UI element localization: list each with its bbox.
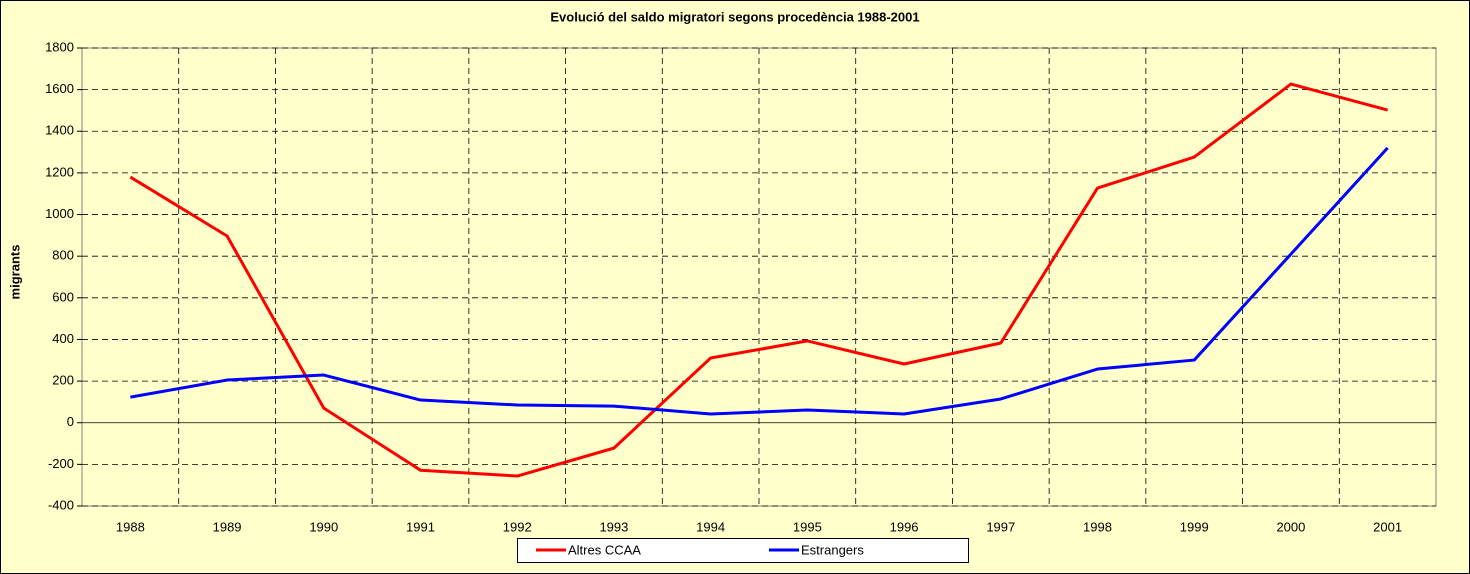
y-tick-label: -400 — [48, 497, 74, 512]
x-tick-label: 1999 — [1180, 519, 1209, 534]
legend-label: Estrangers — [801, 542, 864, 557]
y-tick-label: 200 — [52, 373, 74, 388]
x-tick-label: 1996 — [890, 519, 919, 534]
x-tick-label: 1992 — [503, 519, 532, 534]
x-tick-label: 1990 — [309, 519, 338, 534]
y-tick-label: -200 — [48, 456, 74, 471]
x-tick-label: 1988 — [116, 519, 145, 534]
chart-title: Evolució del saldo migratori segons proc… — [550, 9, 919, 24]
y-tick-label: 1400 — [45, 123, 74, 138]
y-tick-label: 600 — [52, 289, 74, 304]
y-tick-label: 1600 — [45, 81, 74, 96]
x-tick-label: 1993 — [599, 519, 628, 534]
x-tick-label: 1991 — [406, 519, 435, 534]
series-line — [129, 82, 1389, 478]
x-tick-label: 1998 — [1083, 519, 1112, 534]
y-tick-label: 400 — [52, 331, 74, 346]
y-tick-label: 1000 — [45, 206, 74, 221]
x-tick-label: 1989 — [213, 519, 242, 534]
x-tick-label: 2001 — [1373, 519, 1402, 534]
x-tick-label: 2000 — [1276, 519, 1305, 534]
plot-area — [81, 47, 1437, 507]
y-tick-label: 800 — [52, 248, 74, 263]
y-tick-label: 1200 — [45, 164, 74, 179]
x-tick-label: 1994 — [696, 519, 725, 534]
legend — [517, 538, 969, 563]
x-tick-label: 1995 — [793, 519, 822, 534]
y-tick-label: 0 — [67, 414, 74, 429]
y-axis-label: migrants — [7, 245, 22, 300]
legend-label: Altres CCAA — [568, 542, 641, 557]
x-tick-label: 1997 — [986, 519, 1015, 534]
y-tick-label: 1800 — [45, 39, 74, 54]
series-line — [130, 146, 1389, 416]
